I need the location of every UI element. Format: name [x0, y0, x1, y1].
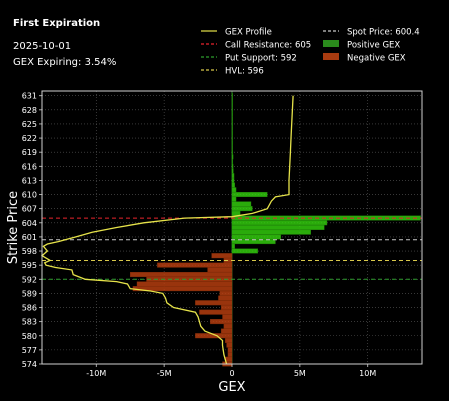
y-tick-label: 613	[22, 176, 37, 185]
positive-gex-bar	[231, 168, 234, 174]
negative-gex-bar	[136, 281, 233, 287]
negative-gex-bar	[218, 295, 233, 301]
y-tick-label: 622	[22, 134, 37, 143]
legend-label: Put Support: 592	[225, 54, 297, 64]
gex-bars	[130, 93, 421, 367]
legend-label: Spot Price: 600.4	[347, 28, 420, 38]
y-tick-label: 589	[22, 289, 37, 298]
positive-gex-bar	[231, 93, 233, 99]
positive-gex-bar	[231, 206, 253, 212]
y-tick-label: 619	[22, 148, 37, 157]
negative-gex-bar	[211, 253, 233, 259]
x-tick-label: 10M	[359, 369, 376, 378]
positive-gex-bar	[231, 97, 233, 103]
negative-gex-bar	[207, 267, 233, 273]
negative-gex-bar	[199, 309, 233, 315]
positive-gex-bar	[231, 224, 325, 230]
positive-gex-bar	[231, 182, 235, 188]
legend-swatch	[323, 53, 339, 60]
y-tick-label: 601	[22, 233, 37, 242]
positive-gex-bar	[231, 111, 233, 117]
x-tick-label: 0	[229, 369, 234, 378]
negative-gex-bar	[227, 352, 233, 358]
legend-label: HVL: 596	[225, 67, 264, 77]
negative-gex-bar	[223, 323, 233, 329]
x-tick-label: -10M	[86, 369, 106, 378]
y-tick-label: 574	[22, 360, 37, 369]
positive-gex-bar	[231, 187, 237, 193]
x-tick-label: -5M	[157, 369, 172, 378]
legend-label: Negative GEX	[347, 54, 406, 64]
negative-gex-bar	[130, 272, 233, 278]
y-tick-label: 616	[22, 162, 37, 171]
y-tick-label: 628	[22, 106, 37, 115]
positive-gex-bar	[231, 173, 235, 179]
positive-gex-bar	[231, 220, 328, 226]
negative-gex-bar	[222, 314, 233, 320]
negative-gex-bar	[227, 347, 233, 353]
y-tick-label: 583	[22, 318, 37, 327]
y-tick-label: 607	[22, 205, 37, 214]
negative-gex-bar	[157, 262, 233, 268]
legend-label: Positive GEX	[347, 41, 400, 51]
y-tick-label: 598	[22, 247, 37, 256]
positive-gex-bar	[231, 243, 235, 249]
legend-swatch	[323, 40, 339, 47]
y-tick-label: 592	[22, 275, 37, 284]
y-tick-label: 586	[22, 304, 37, 313]
negative-gex-bar	[220, 328, 233, 334]
positive-gex-bar	[231, 154, 234, 160]
y-tick-label: 577	[22, 346, 37, 355]
y-tick-label: 604	[22, 219, 37, 228]
y-tick-label: 610	[22, 191, 37, 200]
positive-gex-bar	[231, 135, 233, 141]
positive-gex-bar	[231, 191, 268, 198]
chart-info-title: First Expiration	[13, 18, 101, 29]
positive-gex-bar	[231, 196, 237, 202]
positive-gex-bar	[231, 130, 233, 136]
positive-gex-bar	[231, 248, 258, 254]
positive-gex-bar	[231, 107, 233, 113]
y-axis-title: Strike Price	[6, 191, 21, 264]
negative-gex-bar	[219, 290, 233, 296]
y-tick-label: 631	[22, 92, 37, 101]
expiration-date: 2025-10-01	[13, 41, 72, 52]
negative-gex-bar	[220, 304, 233, 310]
gex-profile-line	[40, 95, 294, 365]
negative-gex-bar	[225, 337, 233, 343]
negative-gex-bar	[195, 300, 233, 306]
positive-gex-bar	[231, 102, 233, 108]
positive-gex-bar	[231, 201, 252, 207]
positive-gex-bar	[231, 163, 234, 169]
y-tick-label: 595	[22, 261, 37, 270]
positive-gex-bar	[231, 126, 233, 132]
positive-gex-bar	[231, 140, 233, 146]
positive-gex-bar	[231, 177, 235, 183]
y-tick-label: 625	[22, 120, 37, 129]
legend-label: GEX Profile	[225, 28, 272, 38]
positive-gex-bar	[231, 159, 234, 165]
positive-gex-bar	[231, 116, 233, 122]
x-tick-label: 5M	[294, 369, 306, 378]
negative-gex-bar	[195, 333, 233, 339]
negative-gex-bar	[226, 342, 233, 348]
positive-gex-bar	[231, 234, 282, 240]
positive-gex-bar	[231, 121, 233, 127]
legend: GEX Profile Spot Price: 600.4 Call Resista…	[201, 28, 420, 77]
positive-gex-bar	[231, 149, 233, 155]
x-axis-title: GEX	[218, 380, 245, 395]
negative-gex-bar	[210, 319, 233, 325]
positive-gex-bar	[231, 229, 311, 235]
positive-gex-bar	[231, 144, 233, 150]
gex-expiring-text: GEX Expiring: 3.54%	[13, 57, 117, 68]
legend-label: Call Resistance: 605	[225, 41, 311, 51]
y-tick-label: 580	[22, 332, 37, 341]
